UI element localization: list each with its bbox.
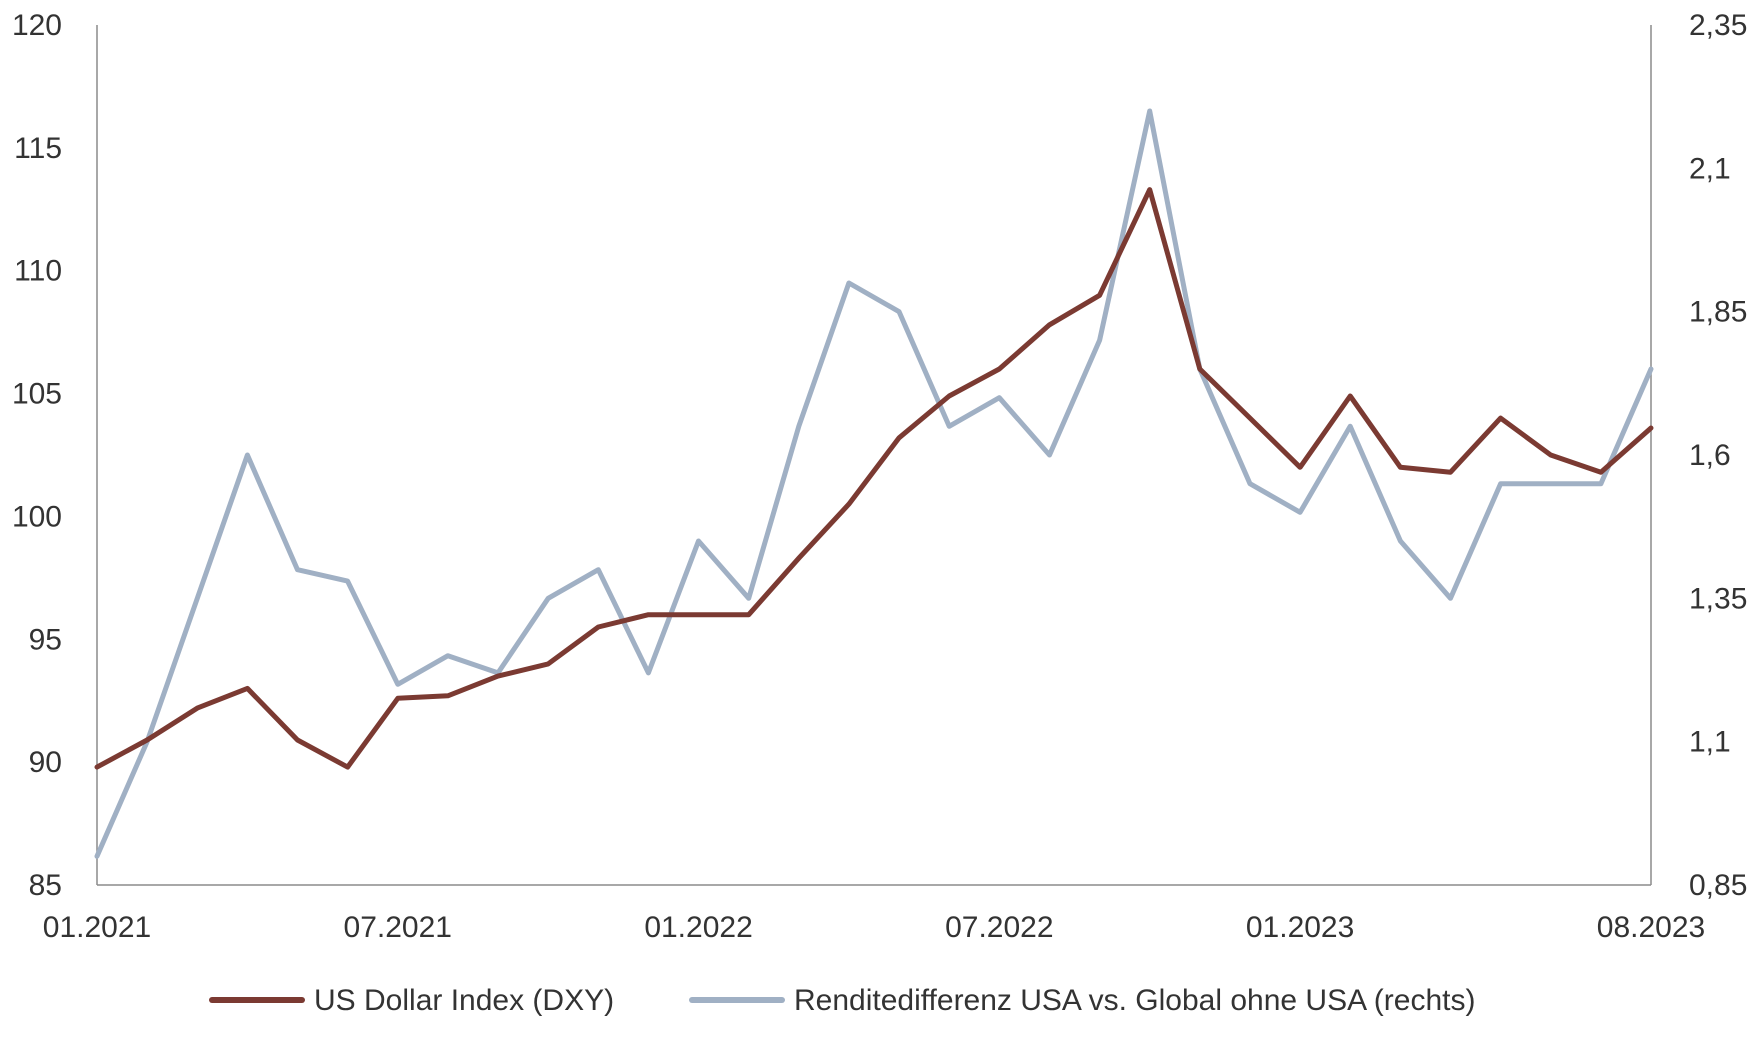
legend-label: US Dollar Index (DXY)	[314, 984, 614, 1017]
right-tick-label: 1,85	[1689, 296, 1747, 329]
right-tick-label: 1,6	[1689, 439, 1731, 472]
right-tick-label: 0,85	[1689, 869, 1747, 902]
left-tick-label: 115	[14, 132, 62, 165]
x-tick-label: 01.2022	[644, 911, 752, 944]
x-tick-label: 01.2021	[43, 911, 151, 944]
left-tick-label: 95	[29, 623, 62, 656]
left-tick-label: 100	[12, 500, 62, 533]
right-axis-ticks: 2,35 2,1 1,85 1,6 1,35 1,1 0,85	[1689, 9, 1747, 902]
left-tick-label: 90	[29, 746, 62, 779]
legend: US Dollar Index (DXY) Renditedifferenz US…	[209, 984, 1475, 1017]
series-line-dxy	[94, 187, 1654, 770]
x-tick-label: 08.2023	[1597, 911, 1705, 944]
right-tick-label: 2,35	[1689, 9, 1747, 42]
legend-label: Renditedifferenz USA vs. Global ohne USA…	[794, 984, 1475, 1017]
right-tick-label: 1,35	[1689, 582, 1747, 615]
x-tick-label: 07.2021	[344, 911, 452, 944]
left-tick-label: 105	[12, 378, 62, 411]
x-tick-label: 01.2023	[1246, 911, 1354, 944]
left-tick-label: 110	[14, 255, 62, 288]
right-tick-label: 2,1	[1689, 152, 1731, 185]
left-tick-label: 85	[29, 869, 62, 902]
right-tick-label: 1,1	[1689, 726, 1731, 759]
x-axis-ticks: 01.2021 07.2021 01.2022 07.2022 01.2023 08.20…	[43, 911, 1705, 944]
series-line-yield-spread	[94, 108, 1654, 859]
left-axis-ticks: 120 115 110 105 100 95 90 85	[12, 9, 62, 902]
series-group	[94, 108, 1654, 859]
left-tick-label: 120	[12, 9, 62, 42]
x-tick-label: 07.2022	[945, 911, 1053, 944]
